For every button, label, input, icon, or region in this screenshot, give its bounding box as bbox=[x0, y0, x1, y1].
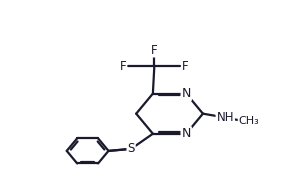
Text: F: F bbox=[151, 44, 158, 56]
Text: S: S bbox=[128, 142, 135, 155]
Text: F: F bbox=[120, 60, 126, 73]
Text: CH₃: CH₃ bbox=[239, 116, 259, 126]
Text: N: N bbox=[181, 87, 191, 100]
Text: NH: NH bbox=[216, 111, 234, 124]
Text: N: N bbox=[181, 127, 191, 140]
Text: F: F bbox=[182, 60, 189, 73]
